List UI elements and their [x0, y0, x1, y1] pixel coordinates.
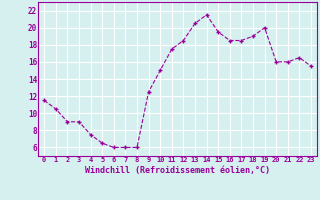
- X-axis label: Windchill (Refroidissement éolien,°C): Windchill (Refroidissement éolien,°C): [85, 166, 270, 175]
